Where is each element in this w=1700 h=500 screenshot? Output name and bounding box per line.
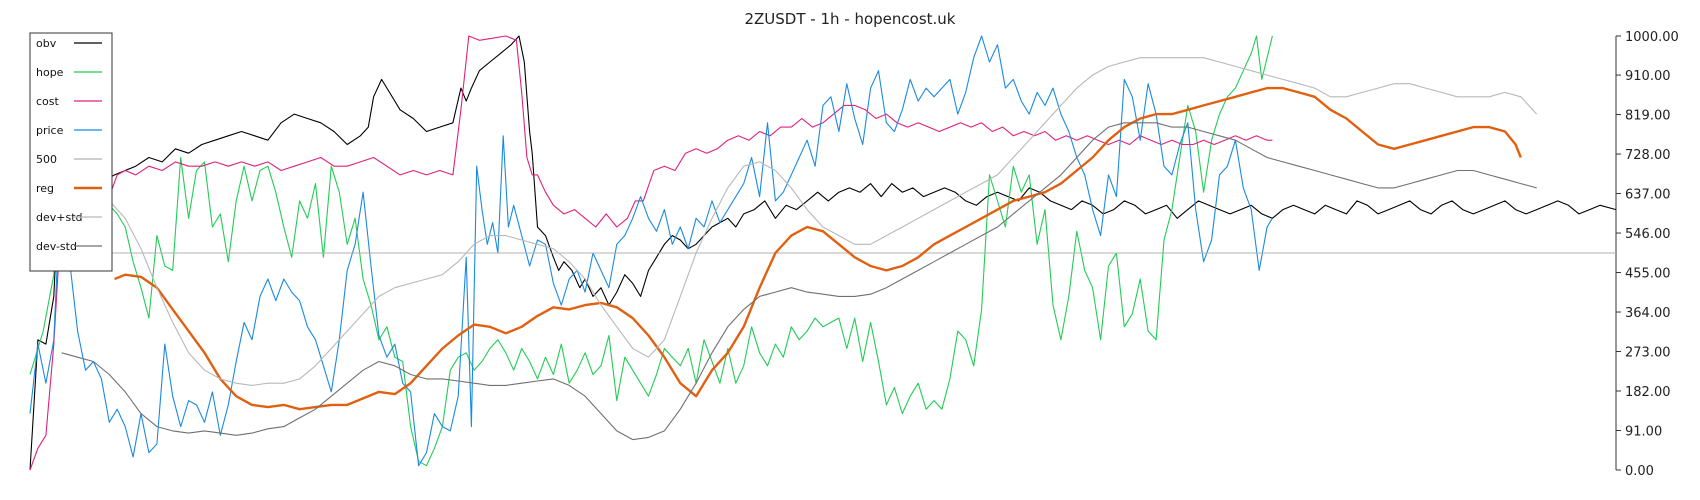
chart-title: 2ZUSDT - 1h - hopencost.uk (744, 10, 955, 28)
series-line-obv (29, 35, 1617, 471)
y-tick-label: 637.00 (1625, 188, 1671, 203)
legend-label: dev+std (36, 211, 83, 224)
y-tick-label: 0.00 (1625, 464, 1654, 479)
legend-label: price (36, 124, 64, 137)
series-line-dev-std (61, 57, 1538, 386)
y-axis-right: 0.00 91.00 182.00 273.00 364.00 455.00 546.00 6… (1615, 30, 1679, 479)
y-tick-label: 455.00 (1625, 267, 1671, 282)
legend-box (29, 32, 113, 272)
y-tick-label: 91.00 (1625, 425, 1662, 440)
series-line-reg (114, 86, 1522, 411)
legend-label: obv (36, 37, 57, 50)
series-line-cost (29, 35, 1273, 471)
legend-label: hope (36, 66, 64, 79)
y-tick-label: 1000.00 (1625, 30, 1679, 45)
y-tick-label: 728.00 (1625, 148, 1671, 163)
legend: obv hope cost price 500 reg dev+std dev-std (29, 32, 113, 272)
legend-label: 500 (36, 153, 57, 166)
y-tick-label: 364.00 (1625, 306, 1671, 321)
series-line-price (29, 35, 1273, 467)
y-tick-label: 546.00 (1625, 227, 1671, 242)
series-layer (29, 35, 1617, 471)
legend-label: reg (36, 182, 54, 195)
legend-label: dev-std (36, 240, 77, 253)
series-line-hope (29, 35, 1273, 467)
y-tick-label: 910.00 (1625, 69, 1671, 84)
y-tick-label: 182.00 (1625, 385, 1671, 400)
y-tick-label: 819.00 (1625, 109, 1671, 124)
series-line-dev-std (61, 122, 1537, 441)
y-tick-label: 273.00 (1625, 346, 1671, 361)
legend-label: cost (36, 95, 60, 108)
